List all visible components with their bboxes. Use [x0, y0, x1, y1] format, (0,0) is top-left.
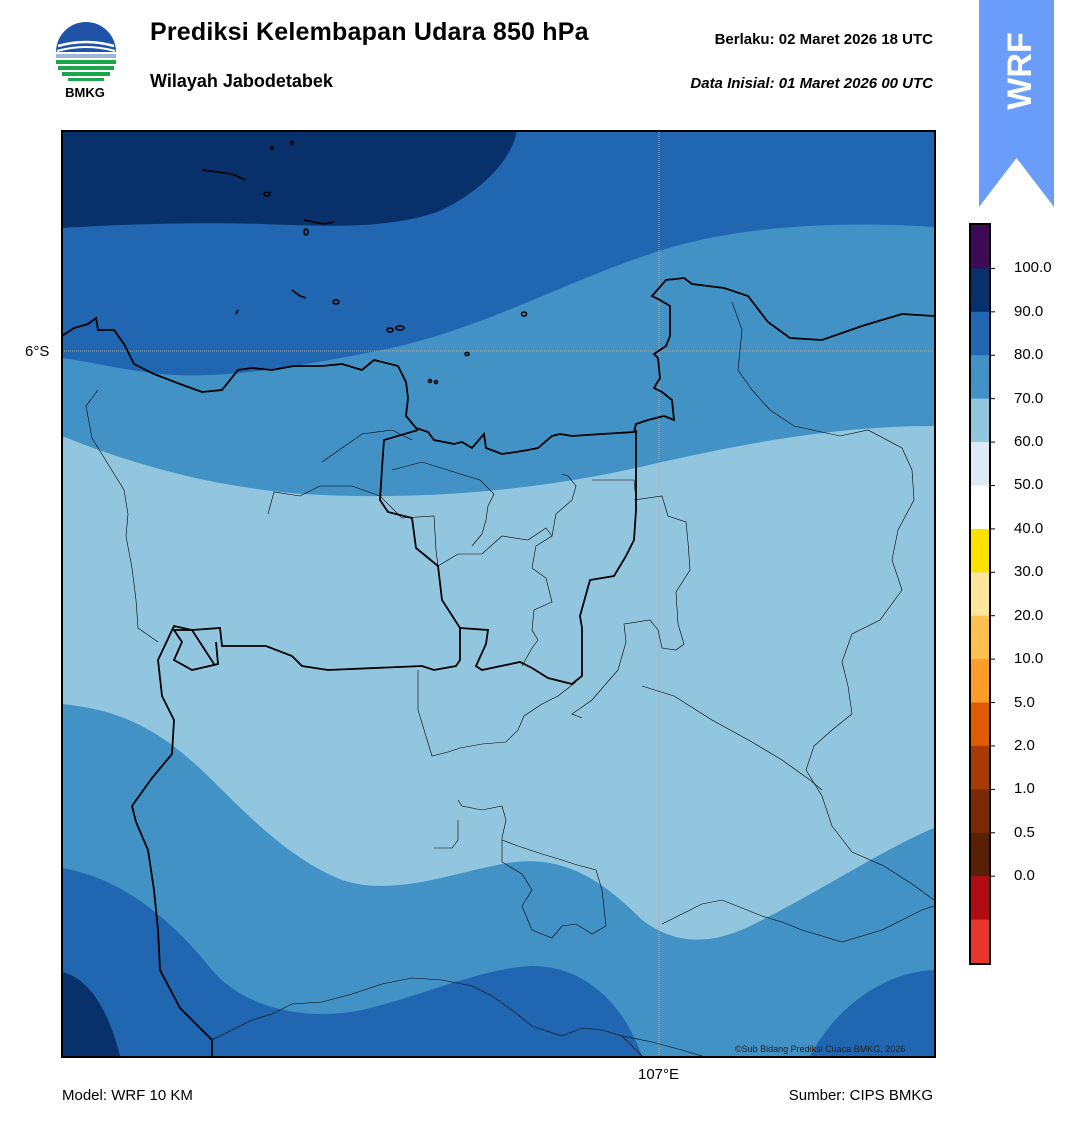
initial-time: Data Inisial: 01 Maret 2026 00 UTC: [690, 75, 933, 92]
colorbar-label: 90.0: [1014, 302, 1044, 320]
colorbar-label: 40.0: [1014, 519, 1044, 537]
colorbar-segment: [971, 702, 989, 747]
colorbar-label: 100.0: [1014, 259, 1052, 277]
colorbar-label: 70.0: [1014, 389, 1044, 407]
colorbar-label: 20.0: [1014, 606, 1044, 624]
colorbar-label: 60.0: [1014, 433, 1044, 451]
regency-borders: [85, 301, 935, 1057]
colorbar-segment: [971, 919, 989, 964]
colorbar-segment: [971, 442, 989, 486]
zone-mid-south: [62, 704, 934, 1056]
banten-border: [131, 624, 215, 1056]
colorbar-segment: [971, 832, 989, 877]
thousand-islands: [201, 140, 528, 385]
zone-deep-southwest: [62, 972, 120, 1056]
humidity-map-canvas: [61, 130, 935, 1057]
longitude-label: 107°E: [638, 1066, 680, 1083]
colorbar-segment: [971, 398, 989, 443]
colorbar-segment: [971, 311, 989, 356]
colorbar-label: 10.0: [1014, 650, 1044, 668]
bmkg-logo-icon: [50, 20, 122, 102]
map-subtitle: Wilayah Jabodetabek: [150, 71, 333, 91]
colorbar-segment: [971, 876, 989, 921]
colorbar-label: 0.0: [1014, 867, 1035, 885]
latitude-label: 6°S: [25, 343, 50, 360]
colorbar-segment: [971, 485, 989, 530]
zone-high-south: [62, 868, 642, 1056]
colorbar-label: 5.0: [1014, 693, 1035, 711]
colorbar-segment: [971, 268, 989, 313]
bmkg-logo-text: BMKG: [65, 85, 105, 100]
colorbar-segment: [971, 355, 989, 400]
zone-high-southeast: [810, 970, 934, 1056]
colorbar-label: 80.0: [1014, 346, 1044, 364]
humidity-map: [61, 130, 935, 1057]
colorbar-segment: [971, 745, 989, 790]
colorbar-label: 50.0: [1014, 476, 1044, 494]
colorbar-border: [969, 223, 991, 965]
colorbar-segment: [971, 615, 989, 660]
colorbar-segment: [971, 225, 989, 269]
wrf-badge-text: WRF: [1000, 32, 1039, 110]
model-info: Model: WRF 10 KM: [62, 1087, 193, 1104]
copyright-text: ©Sub Bidang Prediksi Cuaca BMKG, 2026: [735, 1044, 906, 1054]
wrf-badge: [979, 0, 1054, 210]
colorbar-label: 30.0: [1014, 563, 1044, 581]
coastline: [61, 277, 935, 455]
colorbar-label: 1.0: [1014, 780, 1035, 798]
colorbar-label: 0.5: [1014, 823, 1035, 841]
colorbar-segment: [971, 789, 989, 834]
jakarta-border: [459, 430, 637, 685]
valid-time: Berlaku: 02 Maret 2026 18 UTC: [714, 31, 933, 48]
zone-deep-northwest: [62, 130, 517, 228]
colorbar: [969, 223, 995, 965]
source-info: Sumber: CIPS BMKG: [788, 1087, 933, 1104]
colorbar-segment: [971, 528, 989, 573]
colorbar-segment: [971, 659, 989, 704]
map-title: Prediksi Kelembapan Udara 850 hPa: [150, 18, 589, 46]
province-border: [172, 429, 461, 671]
colorbar-scale: [969, 223, 995, 965]
colorbar-label: 2.0: [1014, 736, 1035, 754]
colorbar-segment: [971, 572, 989, 617]
